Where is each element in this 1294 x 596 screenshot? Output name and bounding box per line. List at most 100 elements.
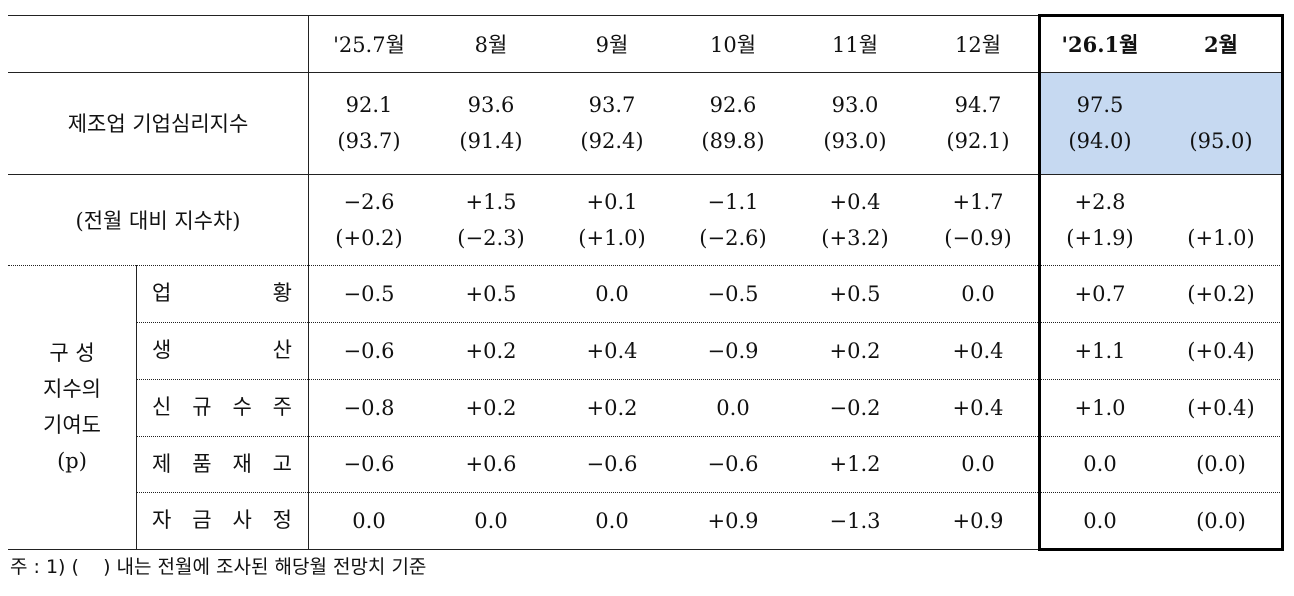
value-cell: 0.0 <box>595 281 629 306</box>
value-cell: +0.1 (+1.0) <box>552 174 672 265</box>
value-cell: (+0.2) <box>1187 281 1255 306</box>
row-label: 제조업 기업심리지수 <box>67 112 249 136</box>
value: 94.7 <box>954 93 1002 117</box>
value-cell: 93.6 (91.4) <box>430 72 552 174</box>
prior-value: (93.7) <box>337 129 401 153</box>
highlight-box <box>1038 14 1284 551</box>
group-label-line: 구 성 <box>49 341 95 365</box>
column-header: 8월 <box>474 32 508 57</box>
value-cell: 0.0 <box>716 395 750 420</box>
value-cell: +0.2 <box>829 338 881 363</box>
value-cell: −0.8 <box>343 395 395 420</box>
value: −1.1 <box>707 189 759 214</box>
value-cell: 0.0 <box>1083 452 1117 476</box>
value-cell: 92.6 (89.8) <box>672 72 794 174</box>
value-cell: −0.6 <box>343 452 395 476</box>
value: 92.1 <box>345 93 393 117</box>
column-header: 11월 <box>831 32 879 57</box>
rule <box>8 72 1282 73</box>
prior-value: (+3.2) <box>821 225 889 250</box>
group-label-line: 지수의 <box>43 377 101 401</box>
column-header: 12월 <box>954 32 1002 57</box>
value-cell: +1.2 <box>829 452 881 476</box>
value-cell: (+0.4) <box>1187 338 1255 363</box>
prior-value: (−2.6) <box>699 225 767 250</box>
row-label: (전월 대비 지수차) <box>75 208 241 233</box>
rule <box>136 436 1282 437</box>
value: +1.5 <box>465 189 517 214</box>
value-cell: +0.4 <box>952 338 1004 363</box>
rule <box>8 174 1282 175</box>
value: 97.5 <box>1076 93 1124 117</box>
value-cell: +0.4 <box>586 338 638 363</box>
highlight <box>1040 72 1282 174</box>
value-cell: −0.5 <box>343 281 395 306</box>
component-label: 제 품 재 고 <box>152 452 292 476</box>
value-cell: −0.9 <box>707 338 759 363</box>
value-cell: +0.9 <box>952 508 1004 533</box>
value-cell: 0.0 <box>1083 508 1117 533</box>
prior-value: (−2.3) <box>457 225 525 250</box>
rule <box>136 265 137 549</box>
value: 93.6 <box>467 93 515 117</box>
value-cell: 0.0 <box>474 508 508 533</box>
value-cell: (+1.0) <box>1160 174 1282 265</box>
value: +2.8 <box>1074 189 1126 214</box>
value-cell: 0.0 <box>352 508 386 533</box>
rule <box>136 322 1282 323</box>
value-cell: +1.0 <box>1074 395 1126 420</box>
value-cell: 93.7 (92.4) <box>552 72 672 174</box>
value-cell: (95.0) <box>1160 72 1282 174</box>
value-cell: (+0.4) <box>1187 395 1255 420</box>
value-cell: 93.0 (93.0) <box>794 72 916 174</box>
prior-value: (92.1) <box>946 129 1010 153</box>
value-cell: 94.7 (92.1) <box>916 72 1040 174</box>
note: 주 : 1) ( ) 내는 전월에 조사된 해당월 전망치 기준 <box>10 556 427 578</box>
value-cell: +0.2 <box>586 395 638 420</box>
value-cell: +1.5 (−2.3) <box>430 174 552 265</box>
prior-value: (−0.9) <box>944 225 1012 250</box>
value-cell: −2.6 (+0.2) <box>308 174 430 265</box>
prior-value: (89.8) <box>701 129 765 153</box>
rule <box>136 379 1282 380</box>
value: 93.0 <box>831 93 879 117</box>
value-cell: −0.6 <box>343 338 395 363</box>
value-cell: (0.0) <box>1196 452 1246 476</box>
value: +0.1 <box>586 189 638 214</box>
value-cell: −0.6 <box>586 452 638 476</box>
rule <box>136 492 1282 493</box>
value: −2.6 <box>343 189 395 214</box>
prior-value: (95.0) <box>1189 129 1253 153</box>
value-cell: 92.1 (93.7) <box>308 72 430 174</box>
value-cell: +0.6 <box>465 452 517 476</box>
value-cell: 97.5 (94.0) <box>1040 72 1160 174</box>
component-label: 생 산 <box>152 338 292 362</box>
value-cell: +0.2 <box>465 338 517 363</box>
prior-value: (94.0) <box>1068 129 1132 153</box>
value: 92.6 <box>709 93 757 117</box>
value-cell: −0.5 <box>707 281 759 306</box>
prior-value: (+0.2) <box>335 225 403 250</box>
rule <box>8 15 1282 16</box>
value-cell: +0.2 <box>465 395 517 420</box>
group-label-line: (p) <box>57 449 87 473</box>
value-cell: 0.0 <box>961 281 995 306</box>
value-cell: −1.3 <box>829 508 881 533</box>
value-cell: +0.5 <box>829 281 881 306</box>
rule <box>8 549 1282 550</box>
component-label: 업 황 <box>152 281 292 305</box>
value: 93.7 <box>588 93 636 117</box>
value-cell: +0.9 <box>707 508 759 533</box>
value-cell: +1.1 <box>1074 338 1126 363</box>
prior-value: (+1.0) <box>1187 225 1255 250</box>
column-header: 10월 <box>709 32 757 57</box>
value-cell: (0.0) <box>1196 508 1246 533</box>
column-header: '26.1월 <box>1061 31 1139 57</box>
prior-value: (91.4) <box>459 129 523 153</box>
column-header: '25.7월 <box>333 32 405 57</box>
group-label-line: 기여도 <box>43 413 101 437</box>
prior-value: (+1.0) <box>578 225 646 250</box>
value: +1.7 <box>952 189 1004 214</box>
